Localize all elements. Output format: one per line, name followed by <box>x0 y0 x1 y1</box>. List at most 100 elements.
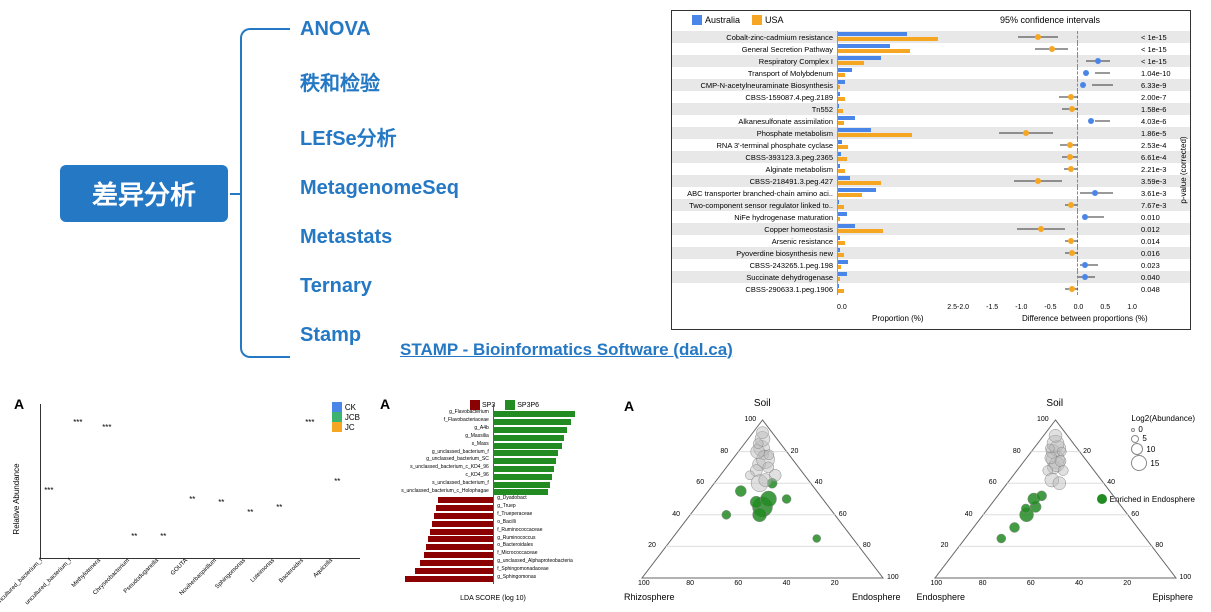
panel-a-letter: A <box>14 396 24 412</box>
ext-pvalue: 4.03e-6 <box>1137 117 1187 126</box>
ext-bars <box>837 151 957 163</box>
ext-ci <box>957 43 1137 55</box>
ext-row: CBSS-159087.4.peg.2189 2.00e-7 <box>672 91 1190 103</box>
ext-pvalue: 0.014 <box>1137 237 1187 246</box>
ext-ci <box>957 199 1137 211</box>
ext-bars <box>837 163 957 175</box>
ext-row: RNA 3'-terminal phosphate cyclase2.53e-4 <box>672 139 1190 151</box>
ext-row-label: Arsenic resistance <box>672 237 837 246</box>
method-item: MetagenomeSeq <box>300 177 459 200</box>
ext-row-label: Phosphate metabolism <box>672 129 837 138</box>
main-badge: 差异分析 <box>60 165 228 222</box>
ext-row: CBSS-218491.3.peg.4273.59e-3 <box>672 175 1190 187</box>
ext-row-label: NiFe hydrogenase maturation <box>672 213 837 222</box>
ext-row-label: Copper homeostasis <box>672 225 837 234</box>
method-item: 秩和检验 <box>300 67 459 96</box>
bottom-row: A Relative Abundance CKJCBJC uncultured_… <box>10 394 1201 604</box>
ext-pvalue: 0.012 <box>1137 225 1187 234</box>
ext-ci <box>957 115 1137 127</box>
ext-ci <box>957 79 1137 91</box>
ext-ci <box>957 91 1137 103</box>
ext-bars <box>837 187 957 199</box>
ext-pvalue: < 1e-15 <box>1137 33 1187 42</box>
ext-bars <box>837 115 957 127</box>
ternary-panel: A Soil Rhizosphere Endosphere 2020204040… <box>616 394 1201 604</box>
extended-legend: Australia USA <box>692 15 784 25</box>
ext-row-label: General Secretion Pathway <box>672 45 837 54</box>
ext-bars <box>837 67 957 79</box>
ext-pvalue: 0.016 <box>1137 249 1187 258</box>
ext-row-label: CBSS-290633.1.peg.1906 <box>672 285 837 294</box>
ci-title: 95% confidence intervals <box>1000 15 1100 25</box>
ext-bars <box>837 31 957 43</box>
ext-row: CMP-N-acetylneuraminate Biosynthesis6.33… <box>672 79 1190 91</box>
lda-plot-area: g_Flavobacteriumf_Flavobacteriaceaeg_A4b… <box>388 404 598 584</box>
ext-bars <box>837 127 957 139</box>
legend-usa: USA <box>765 15 784 25</box>
ext-row: Transport of Molybdenum 1.04e-10 <box>672 67 1190 79</box>
right-ticks: -2.0-1.5-1.0-0.50.00.51.0 <box>957 304 1137 311</box>
ext-row-label: Alkanesulfonate assimilation <box>672 117 837 126</box>
ext-row: Respiratory Complex I < 1e-15 <box>672 55 1190 67</box>
ext-row-label: Tn552 <box>672 105 837 114</box>
ext-row: CBSS-290633.1.peg.1906 0.048 <box>672 283 1190 295</box>
ylabel-pvalue: p-value (corrected) <box>1179 136 1188 203</box>
ext-ci <box>957 55 1137 67</box>
ext-ci <box>957 247 1137 259</box>
ext-bars <box>837 235 957 247</box>
ext-ci <box>957 127 1137 139</box>
ext-row: ABC transporter branched-chain amino aci… <box>672 187 1190 199</box>
extended-bar-plot: Australia USA 95% confidence intervals C… <box>671 10 1191 330</box>
ext-row-label: CBSS-393123.3.peg.2365 <box>672 153 837 162</box>
ext-bars <box>837 103 957 115</box>
ext-bars <box>837 283 957 295</box>
ext-row: Cobalt-zinc-cadmium resistance < 1e-15 <box>672 31 1190 43</box>
ext-row-label: Transport of Molybdenum <box>672 69 837 78</box>
ext-row-label: CBSS-159087.4.peg.2189 <box>672 93 837 102</box>
ext-ci <box>957 235 1137 247</box>
xlabel-proportion: Proportion (%) <box>872 314 924 323</box>
ext-row-label: RNA 3'-terminal phosphate cyclase <box>672 141 837 150</box>
panel-a-ylabel: Relative Abundance <box>12 463 21 534</box>
ext-row-label: Two-component sensor regulator linked to… <box>672 201 837 210</box>
method-item: Ternary <box>300 275 459 298</box>
ext-row: Copper homeostasis 0.012 <box>672 223 1190 235</box>
ext-row: Alginate metabolism2.21e-3 <box>672 163 1190 175</box>
ext-bars <box>837 199 957 211</box>
stamp-link[interactable]: STAMP - Bioinformatics Software (dal.ca) <box>400 340 733 360</box>
ext-bars <box>837 91 957 103</box>
extended-rows: Cobalt-zinc-cadmium resistance < 1e-15 Gen… <box>672 31 1190 307</box>
ext-ci <box>957 271 1137 283</box>
ext-pvalue: 0.048 <box>1137 285 1187 294</box>
lda-panel: A SP3SP3P6 g_Flavobacteriumf_Flavobacter… <box>378 394 608 604</box>
ext-pvalue: 2.00e-7 <box>1137 93 1187 102</box>
ext-pvalue: < 1e-15 <box>1137 45 1187 54</box>
ext-row-label: CBSS-218491.3.peg.427 <box>672 177 837 186</box>
ext-pvalue: 0.040 <box>1137 273 1187 282</box>
ext-ci <box>957 175 1137 187</box>
ext-row: Tn552 1.58e-6 <box>672 103 1190 115</box>
ext-row-label: ABC transporter branched-chain amino aci… <box>672 189 837 198</box>
ext-row: CBSS-243265.1.peg.1980.023 <box>672 259 1190 271</box>
ext-bars <box>837 247 957 259</box>
ext-pvalue: < 1e-15 <box>1137 57 1187 66</box>
ext-row: Pyoverdine biosynthesis new0.016 <box>672 247 1190 259</box>
ext-ci <box>957 211 1137 223</box>
ext-ci <box>957 139 1137 151</box>
ext-row: Two-component sensor regulator linked to… <box>672 199 1190 211</box>
ext-row-label: Cobalt-zinc-cadmium resistance <box>672 33 837 42</box>
ext-ci <box>957 67 1137 79</box>
ext-bars <box>837 43 957 55</box>
ext-row: Succinate dehydrogenase 0.040 <box>672 271 1190 283</box>
method-list: ANOVA秩和检验LEfSe分析MetagenomeSeqMetastatsTe… <box>300 18 459 347</box>
xlabel-difference: Difference between proportions (%) <box>1022 314 1148 323</box>
ext-bars <box>837 259 957 271</box>
left-ticks: 0.02.5 <box>837 304 957 311</box>
ext-row-label: CBSS-243265.1.peg.198 <box>672 261 837 270</box>
ext-row-label: Respiratory Complex I <box>672 57 837 66</box>
ext-pvalue: 1.58e-6 <box>1137 105 1187 114</box>
ext-pvalue: 1.04e-10 <box>1137 69 1187 78</box>
ext-bars <box>837 175 957 187</box>
ext-bars <box>837 79 957 91</box>
ext-row-label: Succinate dehydrogenase <box>672 273 837 282</box>
